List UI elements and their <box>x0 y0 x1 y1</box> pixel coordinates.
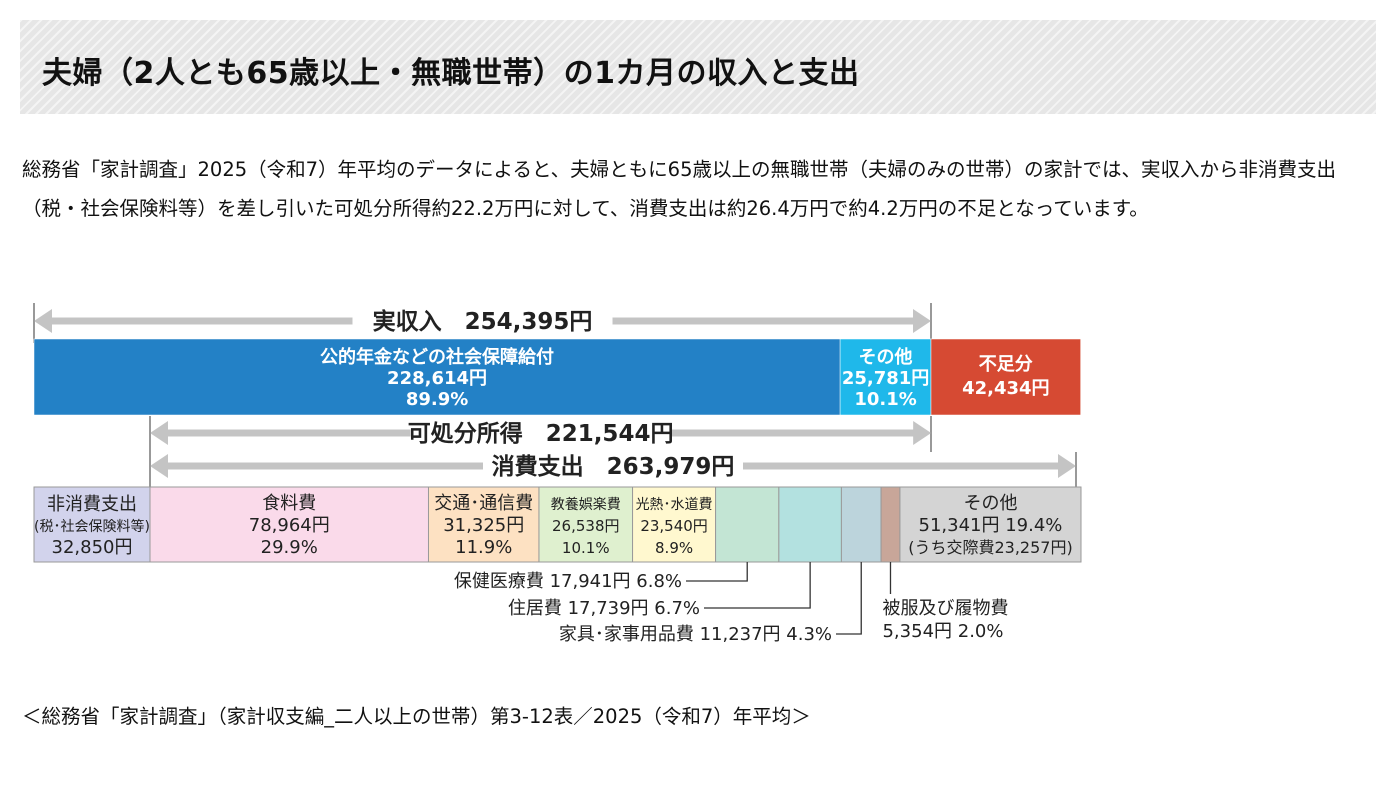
arrow-disposable-income-left-head <box>150 421 168 445</box>
arrow-consumption-label-bg <box>483 450 743 482</box>
income-label-other_income: その他 <box>859 346 913 368</box>
callout-medical: 保健医療費 17,941円 6.8% <box>454 571 682 592</box>
expense-label-food: 食料費 <box>262 493 316 514</box>
expense-bar-medical <box>715 486 780 563</box>
expense-bar-clothing <box>880 486 901 563</box>
arrow-actual-income-label: 実収入 254,395円 <box>373 308 593 335</box>
arrow-consumption-left-head <box>150 454 168 478</box>
callout-furniture: 家具･家事用品費 11,237円 4.3% <box>559 624 832 645</box>
arrow-actual-income: 実収入 254,395円 <box>34 305 931 337</box>
arrow-disposable-income-right-head <box>913 421 932 445</box>
expense-share-utilities: 8.9% <box>655 539 693 557</box>
income-value-pension: 228,614円 <box>387 368 487 389</box>
income-label-pension: 公的年金などの社会保障給付 <box>320 346 554 368</box>
callout-value-clothing: 5,354円 2.0% <box>882 621 1003 642</box>
expense-label-culture: 教養娯楽費 <box>551 496 621 513</box>
expense-bar-food <box>149 486 429 563</box>
arrow-consumption-right-head <box>1058 454 1076 478</box>
expense-share-culture: 10.1% <box>562 539 610 557</box>
expense-bar-utilities <box>632 486 717 563</box>
leader-furniture <box>836 562 862 635</box>
leader-medical <box>686 562 748 582</box>
income-value-shortfall: 42,434円 <box>962 378 1049 399</box>
income-value-other_income: 25,781円 <box>842 368 929 389</box>
page-title: 夫婦（2人とも65歳以上・無職世帯）の1カ月の収入と支出 <box>42 56 860 91</box>
income-bar-shortfall <box>930 338 1081 416</box>
arrow-actual-income-right-head <box>913 309 931 333</box>
lead-paragraph: 総務省「家計調査」2025（令和7）年平均のデータによると、夫婦ともに65歳以上… <box>22 158 1336 220</box>
expense-bar-transport <box>427 486 540 563</box>
expense-sub-non_consumption: (税･社会保険料等) <box>34 518 150 535</box>
expense-bar-culture <box>538 486 634 563</box>
expense-value-other_expense: 51,341円 19.4% <box>919 515 1063 536</box>
arrow-consumption-label: 消費支出 263,979円 <box>492 454 735 480</box>
leader-housing <box>704 562 811 609</box>
income-bar-pension <box>33 338 841 416</box>
arrow-disposable-income-label-bg <box>410 417 671 449</box>
expense-label-other_expense: その他 <box>963 493 1017 514</box>
expense-value-transport: 31,325円 <box>443 515 524 536</box>
expense-label-transport: 交通･通信費 <box>434 493 533 514</box>
expense-bar-housing <box>778 486 842 563</box>
arrow-disposable-income: 可処分所得 221,544円 <box>150 417 932 449</box>
expense-value-non_consumption: 32,850円 <box>52 537 133 558</box>
arrow-actual-income-left-head <box>34 309 52 333</box>
callout-housing: 住居費 17,739円 6.7% <box>508 598 700 619</box>
income-bar-other_income <box>839 338 932 416</box>
arrow-disposable-income-label: 可処分所得 221,544円 <box>408 420 674 447</box>
income-label-shortfall: 不足分 <box>979 354 1033 375</box>
expense-label-non_consumption: 非消費支出 <box>47 494 137 515</box>
income-share-other_income: 10.1% <box>854 389 916 410</box>
arrow-actual-income-label-bg <box>352 305 613 337</box>
source-note: ＜総務省「家計調査」（家計収支編_二人以上の世帯）第3-12表／2025（令和7… <box>22 705 811 728</box>
expense-label-utilities: 光熱･水道費 <box>636 497 713 513</box>
expense-bar-other_expense <box>899 486 1082 563</box>
expense-bar-furniture <box>840 486 882 563</box>
expense-value-utilities: 23,540円 <box>640 517 708 535</box>
expense-share-transport: 11.9% <box>455 537 512 558</box>
income-share-pension: 89.9% <box>406 389 468 410</box>
arrow-consumption: 消費支出 263,979円 <box>150 450 1076 482</box>
expense-bar-non_consumption <box>33 486 151 563</box>
expense-share-food: 29.9% <box>261 537 318 558</box>
expense-sub-other_expense: (うち交際費23,257円) <box>908 538 1072 557</box>
expense-value-culture: 26,538円 <box>552 517 620 535</box>
title-banner: 夫婦（2人とも65歳以上・無職世帯）の1カ月の収入と支出 <box>20 20 1376 114</box>
callout-label-clothing: 被服及び履物費 <box>882 598 1008 619</box>
expense-value-food: 78,964円 <box>249 515 330 536</box>
